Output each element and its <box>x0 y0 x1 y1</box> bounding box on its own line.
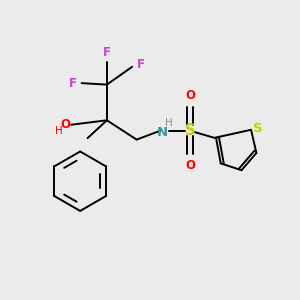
Text: F: F <box>103 46 111 59</box>
Text: F: F <box>69 76 77 90</box>
Text: F: F <box>136 58 145 71</box>
Text: S: S <box>185 123 195 138</box>
Text: H: H <box>165 118 172 128</box>
Text: O: O <box>185 89 195 102</box>
Text: O: O <box>185 159 195 172</box>
Text: N: N <box>157 126 168 139</box>
Text: O: O <box>60 118 70 131</box>
Text: S: S <box>253 122 262 135</box>
Text: H: H <box>55 126 62 136</box>
